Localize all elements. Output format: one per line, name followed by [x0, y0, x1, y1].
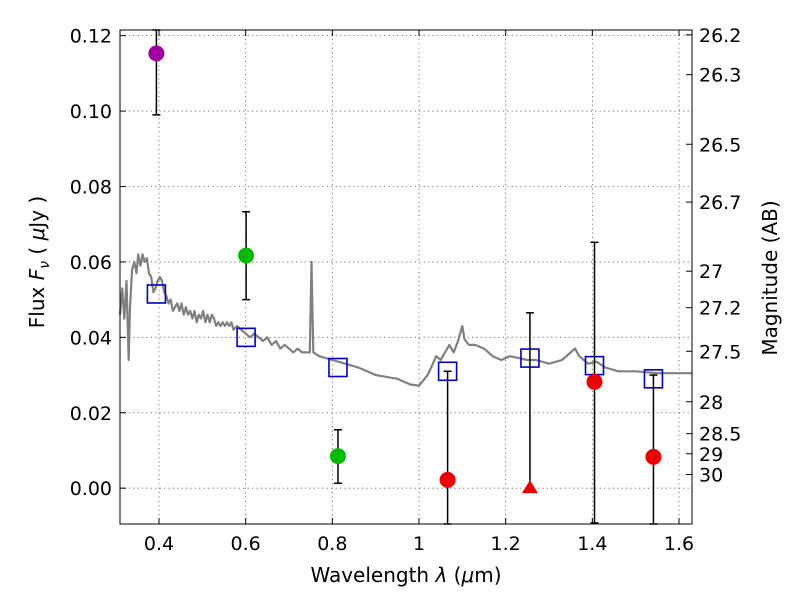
mag-tick-label: 26.5 [699, 134, 741, 156]
y-tick-label: 0.10 [70, 101, 112, 123]
y-tick-label: 0.00 [70, 478, 112, 500]
mag-tick-label: 28.5 [699, 424, 741, 446]
y2-axis-label: Magnitude (AB) [758, 200, 782, 355]
model-sed-line [118, 253, 692, 387]
model-photometry-point [146, 284, 167, 304]
observed-flux-point [645, 448, 662, 465]
model-photometry-point [236, 327, 256, 348]
model-photometry-point [328, 357, 348, 378]
mag-tick-label: 29 [699, 444, 723, 466]
y-tick-label: 0.06 [70, 252, 112, 274]
y-tick-label: 0.12 [70, 26, 112, 48]
plot-frame [119, 29, 693, 525]
axis-ticks: 0.4 0.6 0.8 1 1.2 1.4 1.6 0.00 0.02 0.04 0.06 0.08 0… [70, 25, 742, 555]
data-series [118, 29, 692, 525]
upper-limit-marker [521, 480, 538, 494]
mag-tick-label: 26.3 [699, 65, 741, 87]
x-tick-label: 0.4 [144, 533, 174, 555]
x-tick-label: 1.2 [491, 533, 521, 555]
observed-flux-point [586, 373, 603, 390]
x-tick-label: 0.6 [231, 533, 261, 555]
mag-tick-label: 26.2 [699, 25, 741, 47]
x-tick-label: 1 [413, 533, 425, 555]
observed-flux-point [329, 448, 346, 465]
x-axis-label: Wavelength λ (μm) [310, 563, 501, 587]
mag-tick-label: 27.5 [699, 341, 741, 363]
observed-flux-point [148, 45, 165, 62]
mag-tick-label: 28 [699, 392, 723, 414]
observed-flux-point [238, 247, 255, 264]
x-tick-label: 0.8 [317, 533, 347, 555]
observed-flux-point [439, 471, 456, 488]
mag-tick-label: 26.7 [699, 192, 741, 214]
grid [120, 30, 692, 524]
y-tick-label: 0.08 [70, 176, 112, 198]
mag-tick-label: 30 [699, 464, 723, 486]
y-tick-label: 0.04 [70, 327, 112, 349]
x-tick-label: 1.6 [664, 533, 694, 555]
y-axis-label: Flux Fν ( μJy ) [25, 196, 53, 328]
mag-tick-label: 27.2 [699, 298, 741, 320]
mag-tick-label: 27 [699, 261, 723, 283]
x-tick-label: 1.4 [577, 533, 607, 555]
y-tick-label: 0.02 [70, 403, 112, 425]
